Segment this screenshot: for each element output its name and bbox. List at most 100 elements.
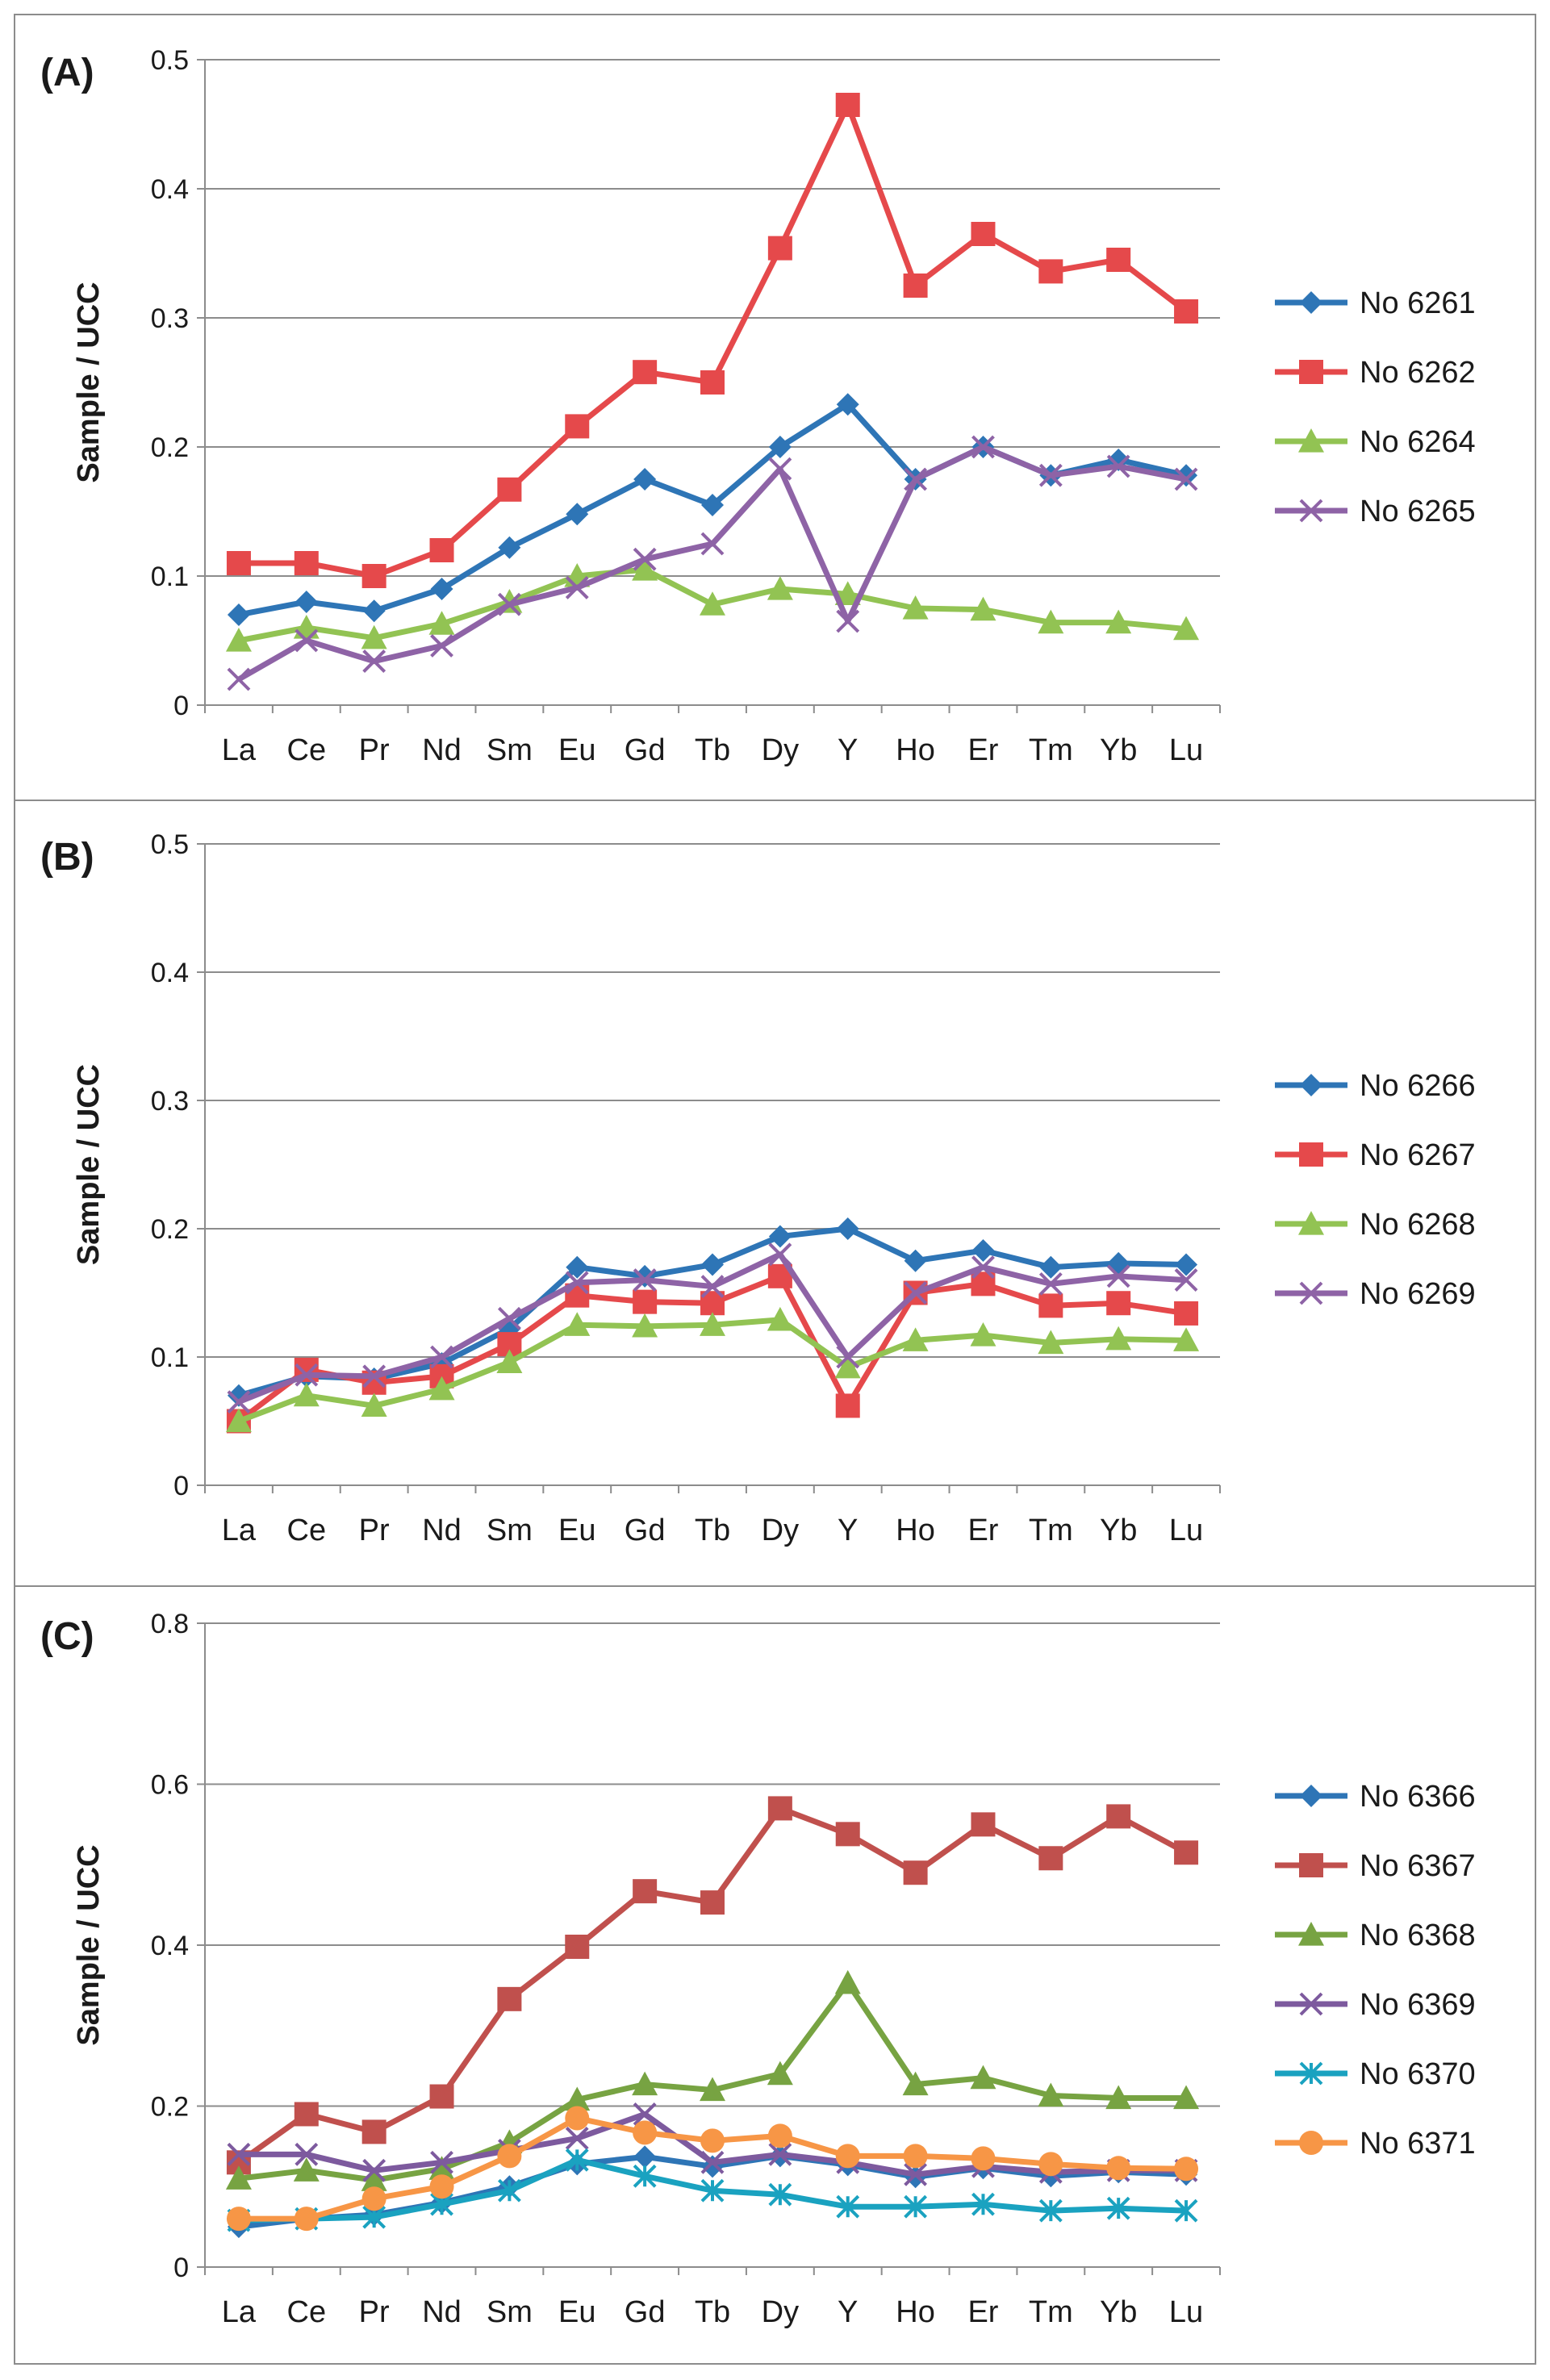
- data-point: [904, 2194, 928, 2219]
- data-point: [902, 595, 929, 620]
- series-no-6269: [227, 1242, 1198, 1414]
- chart-panel-3: 0 0.2 0.4 0.6 0.8 La Ce Pr Nd Sm Eu Gd Tb Dy Y Ho Er Tm Yb…: [14, 1585, 1536, 2365]
- data-point: [1174, 2157, 1199, 2182]
- x-tick-label-nd: Nd: [422, 733, 462, 767]
- x-tick-label-eu: Eu: [558, 1514, 595, 1547]
- data-point: [1038, 2198, 1063, 2223]
- data-point: [566, 1255, 589, 1279]
- x-tick-label-pr: Pr: [359, 733, 390, 767]
- data-point: [902, 2071, 929, 2096]
- data-point: [836, 1217, 859, 1240]
- data-point: [700, 2077, 725, 2102]
- x-tick-label-gd: Gd: [625, 733, 666, 767]
- data-point: [767, 2123, 792, 2148]
- y-tick-label: 0: [173, 691, 189, 721]
- data-point: [497, 2144, 522, 2169]
- data-point: [1038, 2082, 1064, 2107]
- legend-label: No 6266: [1360, 1069, 1476, 1103]
- legend-item: No 6367: [1275, 1849, 1476, 1883]
- data-point: [1106, 2156, 1131, 2181]
- data-point: [227, 1390, 251, 1414]
- legend-item: No 6269: [1275, 1277, 1476, 1311]
- x-tick-label-tm: Tm: [1029, 2295, 1073, 2329]
- panel-label: (B): [40, 836, 94, 879]
- legend-marker: [1300, 291, 1322, 314]
- data-point: [565, 575, 589, 599]
- data-point: [903, 1860, 928, 1885]
- data-point: [1038, 609, 1064, 634]
- data-point: [904, 2162, 928, 2186]
- data-point: [293, 2157, 320, 2182]
- x-tick-label-dy: Dy: [762, 1514, 799, 1547]
- data-point: [428, 2156, 455, 2180]
- x-tick-label-la: La: [222, 733, 257, 767]
- legend-label: No 6369: [1360, 1988, 1476, 2022]
- data-point: [295, 628, 319, 653]
- panel-border: [14, 14, 1536, 801]
- data-point: [836, 1345, 860, 1369]
- data-point: [767, 1306, 793, 1331]
- legend-label: No 6269: [1360, 1277, 1476, 1311]
- y-tick-label: 0.6: [151, 1770, 189, 1801]
- data-point: [430, 578, 453, 600]
- x-tick-label-gd: Gd: [625, 1514, 666, 1547]
- series-no-6265: [227, 435, 1198, 691]
- data-point: [361, 2119, 386, 2144]
- data-point: [767, 236, 792, 261]
- y-tick-label: 0.4: [151, 1931, 189, 1961]
- data-point: [1038, 1330, 1064, 1355]
- data-point: [970, 1322, 996, 1347]
- data-point: [768, 436, 792, 458]
- data-point: [1038, 1846, 1063, 1871]
- x-tick-label-pr: Pr: [359, 1514, 390, 1547]
- data-point: [633, 1268, 657, 1292]
- x-tick-label-nd: Nd: [422, 1514, 462, 1547]
- data-point: [836, 393, 859, 416]
- data-point: [904, 1249, 927, 1272]
- data-point: [295, 1363, 319, 1387]
- x-tick-label-tm: Tm: [1029, 1514, 1073, 1547]
- data-point: [971, 1255, 995, 1280]
- data-point: [361, 564, 386, 588]
- legend-label: No 6267: [1360, 1138, 1476, 1172]
- data-point: [1173, 2085, 1200, 2110]
- x-tick-label-ho: Ho: [896, 1514, 935, 1547]
- data-point: [225, 1408, 252, 1433]
- legend-marker: [1299, 2131, 1323, 2155]
- data-point: [565, 2126, 589, 2150]
- legend: No 6366 No 6367 No 6368 No 6369 No 6370 No 63…: [1275, 1780, 1476, 2161]
- x-tick-label-y: Y: [838, 2295, 858, 2329]
- data-point: [1106, 1291, 1131, 1316]
- x-tick-label-pr: Pr: [359, 2295, 390, 2329]
- data-point: [903, 2144, 928, 2169]
- data-point: [632, 557, 658, 581]
- data-point: [565, 414, 590, 439]
- data-point: [1174, 1301, 1199, 1326]
- data-point: [1039, 1255, 1063, 1279]
- legend-label: No 6370: [1360, 2057, 1476, 2091]
- legend-label: No 6367: [1360, 1849, 1476, 1883]
- data-point: [633, 547, 657, 571]
- y-tick-label: 0.2: [151, 2092, 189, 2123]
- data-point: [836, 609, 860, 633]
- data-point: [1174, 1840, 1199, 1865]
- x-tick-label-sm: Sm: [487, 1514, 533, 1547]
- legend-marker: [1299, 1853, 1323, 1877]
- data-point: [227, 2142, 251, 2166]
- data-point: [633, 2164, 657, 2188]
- y-axis-title: Sample / UCC: [72, 1844, 106, 2045]
- x-tick-label-lu: Lu: [1169, 2295, 1203, 2329]
- x-tick-label-ce: Ce: [287, 733, 327, 767]
- x-tick-label-eu: Eu: [558, 2295, 595, 2329]
- chart-panel-1: 0 0.1 0.2 0.3 0.4 0.5 La Ce Pr Nd Sm Eu Gd Tb Dy Y Ho Er T…: [14, 14, 1536, 801]
- y-tick-label: 0.2: [151, 1214, 189, 1245]
- data-point: [1174, 1268, 1198, 1292]
- data-point: [225, 628, 252, 652]
- data-point: [429, 2084, 454, 2109]
- x-tick-label-la: La: [222, 1514, 257, 1547]
- legend-item: No 6370: [1275, 2057, 1476, 2091]
- data-point: [497, 592, 521, 616]
- data-point: [970, 2065, 996, 2090]
- data-point: [1174, 467, 1198, 491]
- data-point: [429, 538, 454, 562]
